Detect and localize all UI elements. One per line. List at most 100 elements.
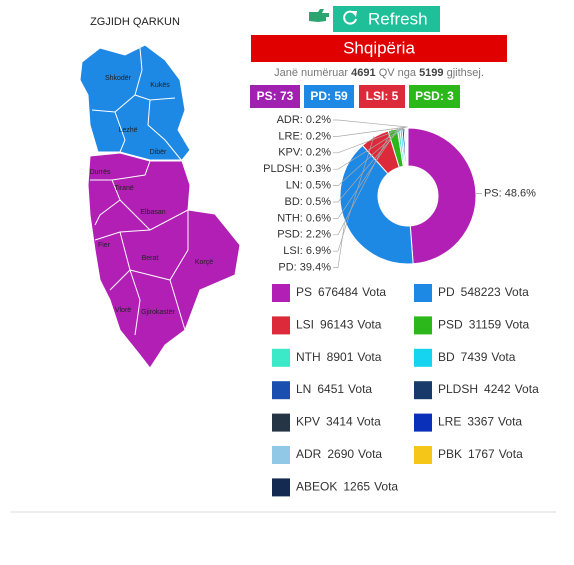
leader-line [333,126,407,137]
legend-swatch [272,381,290,400]
seat-chip [409,85,460,108]
legend-name: ABEOK [296,480,337,494]
legend-entry: NTH 8901 Vota [296,350,382,364]
leader-line [333,126,406,154]
legend-unit: Vota [362,285,386,299]
legend-votes: 31159 [469,318,502,332]
legend-votes: 1767 [468,447,495,461]
region-label: Tiranë [114,185,134,192]
legend-unit: Vota [505,285,529,299]
region-label: Gjirokastër [141,309,176,316]
banner [251,35,507,62]
region-label: Fier [98,242,111,249]
legend-unit: Vota [491,350,515,364]
leader-line [333,126,404,186]
leader-line [333,127,402,203]
legend-swatch [414,316,432,335]
region-label: Vlorë [115,307,131,314]
legend-swatch [414,348,432,367]
seat-chip [304,85,354,108]
leader-line [333,119,408,128]
legend-entry: PS 676484 Vota [296,285,386,299]
slice-label: ADR: 0.2% [277,114,332,126]
region-label: Korçë [195,259,213,266]
counted-prefix: Janë numëruar [274,67,348,79]
legend-name: ADR [296,447,322,461]
region-label: Durrës [89,169,111,176]
legend-entry: LSI 96143 Vota [296,318,382,332]
legend-swatch [272,413,290,432]
refresh-label[interactable]: Refresh [368,9,428,28]
legend-unit: Vota [348,382,372,396]
slice-label: NTH: 0.6% [277,212,331,224]
slice-label: PD: 39.4% [278,262,331,274]
leader-line [333,126,405,170]
refresh-button[interactable]: Refresh [333,6,440,32]
legend-votes: 548223 [461,285,501,299]
legend-swatch [414,284,432,302]
legend-votes: 6451 [317,382,344,396]
legend-votes: 2690 [327,447,354,461]
legend-name: KPV [296,415,320,429]
slice-label: LRE: 0.2% [278,130,331,142]
legend-votes: 4242 [484,382,511,396]
region-north[interactable] [79,44,191,161]
legend-unit: Vota [499,447,523,461]
legend-name: LSI [296,318,314,332]
slice-label: PLDSH: 0.3% [263,163,331,175]
banner-title: Shqipëria [343,38,415,57]
legend-swatch [414,381,432,400]
legend-unit: Vota [374,480,398,494]
legend-votes: 676484 [318,285,358,299]
slice-label: BD: 0.5% [285,196,332,208]
legend-swatch [272,348,290,367]
legend-name: PS [296,285,312,299]
legend-name: PBK [438,447,462,461]
legend-unit: Vota [357,318,381,332]
slice-label: LN: 0.5% [286,180,331,192]
legend-name: PLDSH [438,382,478,396]
legend-unit: Vota [515,382,539,396]
legend-swatch [272,316,290,335]
region-label: Dibër [150,149,167,156]
legend-name: PSD [438,318,463,332]
legend-votes: 3367 [467,415,494,429]
legend-entry: PLDSH 4242 Vota [438,382,539,396]
legend-entry: ADR 2690 Vota [296,447,382,461]
region-label: Berat [142,255,159,262]
legend-name: PD [438,285,455,299]
map [79,44,241,369]
seat-chip [250,85,300,108]
legend-votes: 1265 [343,480,370,494]
legend-name: LN [296,382,311,396]
donut-slice [406,127,409,167]
seat-label: LSI: 5 [366,89,399,103]
legend-unit: Vota [357,415,381,429]
seat-chip [359,85,405,108]
legend-swatch [272,446,290,464]
region-label: Shkodër [105,75,132,82]
region-borders [90,47,189,336]
donut-slice [407,127,477,265]
counted-middle: QV nga [379,67,417,79]
region-label: Lezhë [118,127,137,134]
legend-entry: PD 548223 Vota [438,285,529,299]
legend-votes: 96143 [320,318,354,332]
legend-votes: 7439 [461,350,488,364]
slice-label: PSD: 2.2% [277,229,331,241]
hand-icon [309,9,329,22]
region-label: Kukës [150,82,170,89]
legend-unit: Vota [358,447,382,461]
donut-slice [339,144,414,265]
legend-name: BD [438,350,455,364]
legend-unit: Vota [498,415,522,429]
counted-total: 5199 [419,67,443,79]
counted-text: Janë numëruar 4691 QV nga 5199 gjithsej. [274,67,484,79]
legend-entry: KPV 3414 Vota [296,415,381,429]
legend-swatch [414,446,432,464]
region-label: Elbasan [140,209,165,216]
legend-swatch [414,413,432,432]
seat-label: PD: 59 [310,89,348,103]
map-title: ZGJIDH QARKUN [90,16,180,28]
legend-votes: 8901 [327,350,354,364]
